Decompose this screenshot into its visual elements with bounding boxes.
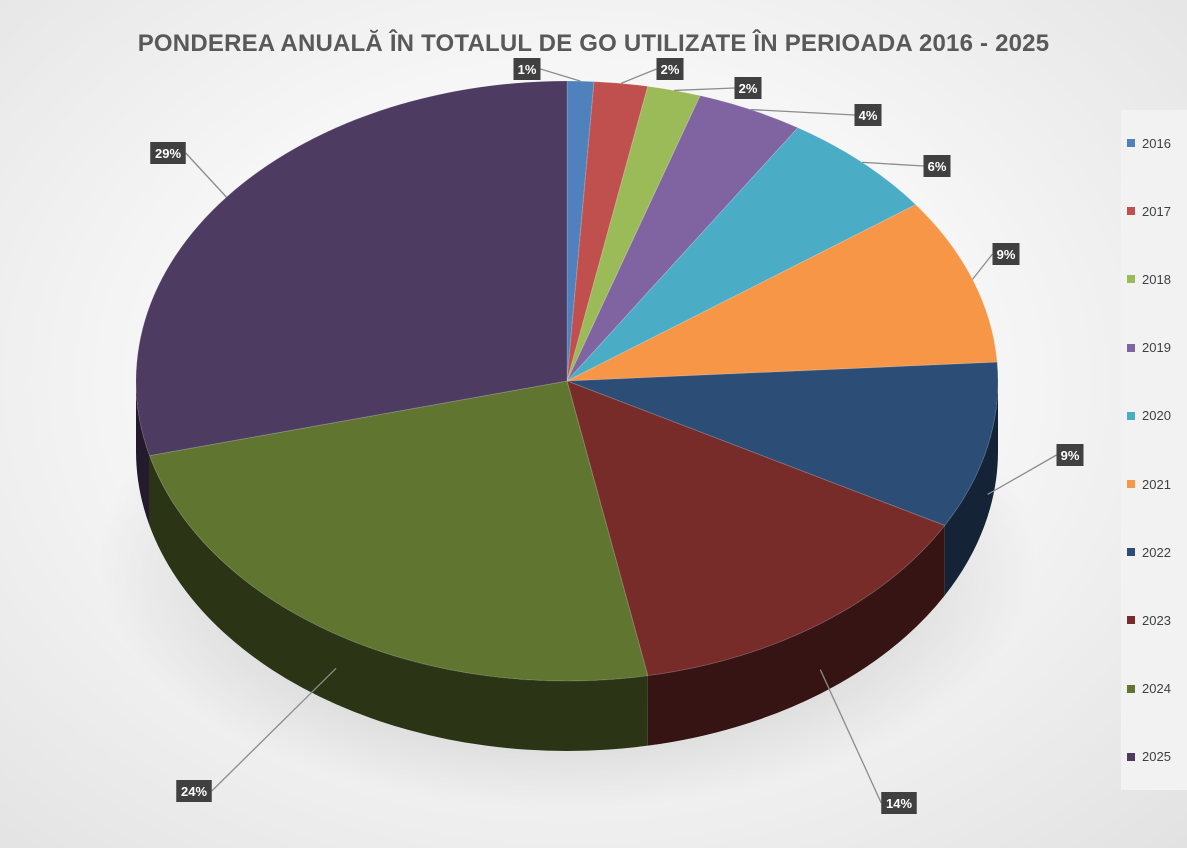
legend-item-2022: 2022 [1127,542,1171,562]
pie-slice-2022[interactable] [566,361,999,527]
data-label-text: 1% [518,62,537,77]
data-label-box [734,77,762,99]
legend-label: 2020 [1142,408,1171,424]
legend-label: 2024 [1142,681,1171,697]
legend-swatch [1127,343,1135,352]
data-label-box [656,58,684,80]
data-label-2021: 9% [992,243,1020,265]
legend-item-2016: 2016 [1127,133,1171,153]
pie-slice-2025[interactable] [135,80,568,457]
data-label-box [923,155,951,177]
data-label-2023: 14% [881,792,917,814]
legend-item-2019: 2019 [1127,338,1171,358]
leader-line-2018 [674,87,735,92]
leader-line-2020 [862,161,924,167]
legend-item-2025: 2025 [1127,747,1171,767]
legend-item-2024: 2024 [1127,679,1171,699]
legend-swatch [1127,548,1135,557]
pie-side-2024 [149,455,648,751]
pie-slice-2018[interactable] [566,85,701,382]
data-label-text: 14% [886,796,912,811]
data-label-2019: 4% [854,104,882,126]
pie-slice-2020[interactable] [566,127,917,382]
legend-label: 2025 [1142,749,1171,765]
data-labels: 1% 2% 2% 4% 6% 9% 9% 14% 24% 29% [150,58,1084,814]
pie-side-2023 [647,525,945,746]
leader-line-2025 [185,152,227,198]
data-label-2017: 2% [656,58,684,80]
pie-slice-2024[interactable] [148,380,649,682]
data-label-text: 4% [859,108,878,123]
chart-title: PONDEREA ANUALĂ ÎN TOTALUL DE GO UTILIZA… [137,30,1050,57]
pie-slice-2023[interactable] [566,380,946,677]
data-label-box [854,104,882,126]
data-label-box [513,58,541,80]
legend-swatch [1127,139,1135,147]
data-label-text: 2% [661,62,680,77]
data-label-2018: 2% [734,77,762,99]
legend-swatch [1127,275,1135,284]
legend-label: 2019 [1142,340,1171,356]
leader-line-2016 [540,68,581,82]
leader-line-2019 [750,108,855,116]
pie-slice-2021[interactable] [566,204,998,382]
legend-swatch [1127,480,1135,488]
pie-top [135,80,999,682]
data-label-box [992,243,1020,265]
legend-label: 2023 [1142,612,1171,628]
data-label-text: 9% [1061,448,1080,463]
legend-label: 2016 [1142,135,1171,151]
pie-slice-2017[interactable] [566,81,649,382]
data-label-box [176,780,212,802]
data-label-text: 2% [739,81,758,96]
pie-slice-2016[interactable] [566,80,595,382]
legend-swatch [1127,411,1135,420]
data-label-text: 29% [155,146,181,161]
data-label-text: 6% [928,159,947,174]
legend-item-2020: 2020 [1127,406,1171,426]
leader-line-2021 [972,253,994,280]
data-label-text: 9% [997,247,1016,262]
data-label-2024: 24% [176,780,212,802]
legend-item-2021: 2021 [1127,474,1171,494]
legend-item-2023: 2023 [1127,610,1171,630]
data-label-text: 24% [181,784,207,799]
legend-swatch [1127,616,1135,625]
data-label-box [1056,444,1084,466]
legend-swatch [1127,752,1135,761]
legend-label: 2017 [1142,203,1171,219]
legend-label: 2021 [1142,476,1171,492]
pie-slice-2019[interactable] [566,95,799,382]
legend-label: 2018 [1142,271,1171,287]
legend-item-2017: 2017 [1127,201,1171,221]
legend-label: 2022 [1142,544,1171,560]
data-label-2025: 29% [150,142,186,164]
legend-swatch [1127,684,1135,693]
data-label-box [881,792,917,814]
pie-side-2025 [136,381,150,526]
data-label-2022: 9% [1056,444,1084,466]
pie-side-2022 [944,381,998,596]
leader-line-2022 [987,454,1057,496]
data-label-box [150,142,186,164]
legend-item-2018: 2018 [1127,269,1171,289]
leader-line-2023 [819,669,882,804]
pie-depth [136,381,998,751]
legend-swatch [1127,207,1135,216]
data-label-2016: 1% [513,58,541,80]
leader-lines [185,68,1057,804]
leader-line-2024 [211,667,337,792]
data-label-2020: 6% [923,155,951,177]
legend: 2016 2017 2018 2019 2020 2021 2022 2023 2024 2025 [1121,110,1187,790]
leader-line-2017 [620,68,657,84]
